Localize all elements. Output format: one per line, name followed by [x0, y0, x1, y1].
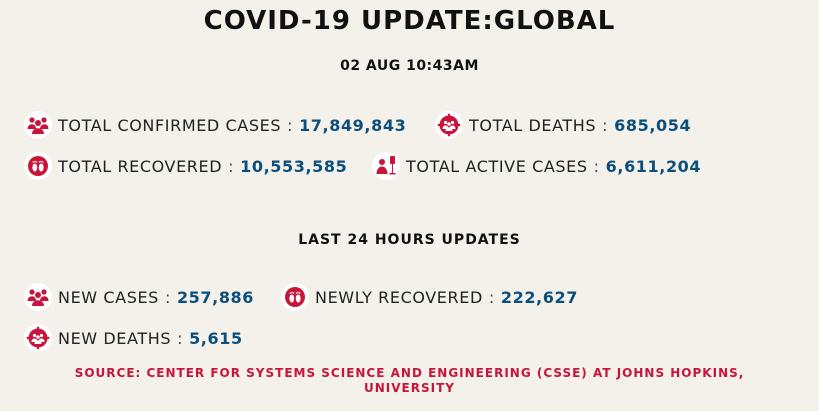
- last-24-hours-title: LAST 24 HOURS UPDATES: [298, 232, 521, 248]
- stat-separator: :: [228, 156, 235, 176]
- stat-new-cases: NEW CASES : 257,886: [24, 283, 254, 311]
- stat-total-active: TOTAL ACTIVE CASES : 6,611,204: [372, 152, 701, 180]
- stat-value: 257,886: [176, 287, 255, 307]
- stat-total-recovered: TOTAL RECOVERED : 10,553,585: [24, 152, 347, 180]
- source-credit: SOURCE: CENTER FOR SYSTEMS SCIENCE AND E…: [0, 366, 819, 396]
- stat-label: TOTAL RECOVERED: [58, 156, 223, 176]
- stat-label: NEW CASES: [58, 287, 159, 307]
- stat-separator: :: [164, 287, 171, 307]
- stat-separator: :: [488, 287, 495, 307]
- stat-value: 685,054: [614, 115, 692, 135]
- stat-separator: :: [287, 115, 294, 135]
- stat-label: TOTAL ACTIVE CASES: [406, 156, 588, 176]
- stat-separator: :: [593, 156, 600, 176]
- stat-separator: :: [177, 328, 184, 348]
- update-timestamp: 02 AUG 10:43AM: [340, 58, 479, 74]
- source-line-2: UNIVERSITY: [364, 381, 455, 395]
- people-group-icon: [24, 283, 52, 311]
- patient-iv-icon: [372, 152, 400, 180]
- footprints-icon: [24, 152, 52, 180]
- virus-people-icon: [24, 324, 52, 352]
- source-line-1: SOURCE: CENTER FOR SYSTEMS SCIENCE AND E…: [74, 366, 745, 380]
- page-title: COVID-19 UPDATE:GLOBAL: [203, 6, 616, 36]
- stat-value: 10,553,585: [240, 156, 348, 176]
- stat-label: NEWLY RECOVERED: [315, 287, 483, 307]
- stat-separator: :: [602, 115, 609, 135]
- stat-total-deaths: TOTAL DEATHS : 685,054: [435, 111, 691, 139]
- people-group-icon: [24, 111, 52, 139]
- stat-label: TOTAL CONFIRMED CASES: [58, 115, 282, 135]
- virus-people-icon: [435, 111, 463, 139]
- stat-value: 222,627: [500, 287, 578, 307]
- footprints-icon: [281, 283, 309, 311]
- stat-label: TOTAL DEATHS: [469, 115, 597, 135]
- stat-new-deaths: NEW DEATHS : 5,615: [24, 324, 243, 352]
- stat-value: 5,615: [189, 328, 243, 348]
- stat-value: 6,611,204: [605, 156, 702, 176]
- stat-newly-recovered: NEWLY RECOVERED : 222,627: [281, 283, 578, 311]
- stat-total-confirmed: TOTAL CONFIRMED CASES : 17,849,843: [24, 111, 406, 139]
- stat-label: NEW DEATHS: [58, 328, 172, 348]
- stat-value: 17,849,843: [299, 115, 407, 135]
